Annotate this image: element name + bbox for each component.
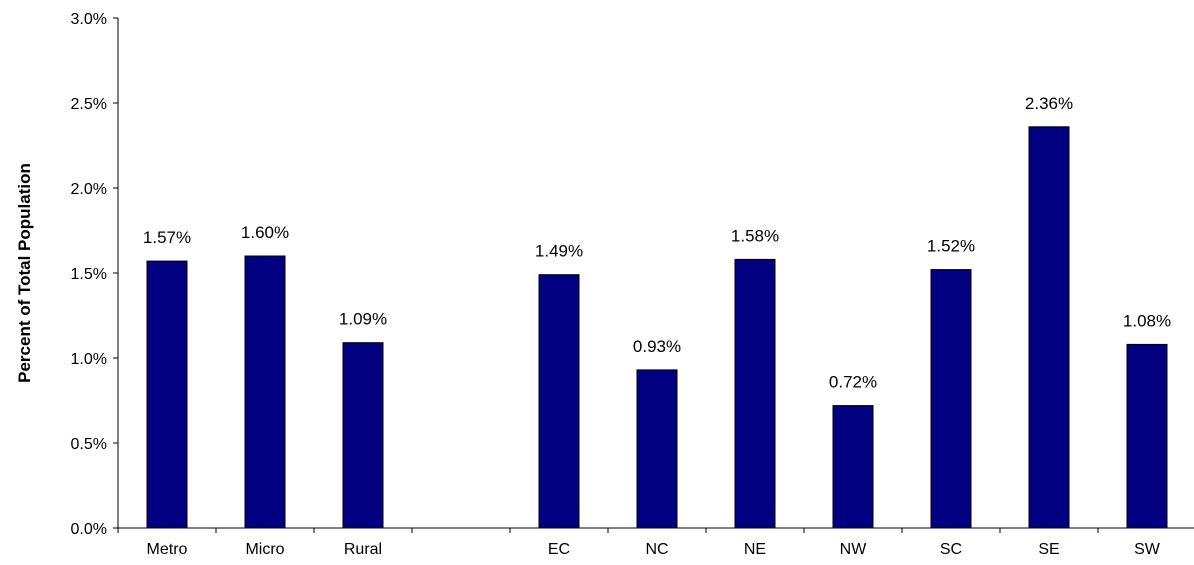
data-label: 0.93% bbox=[633, 337, 681, 356]
x-tick-label: Metro bbox=[147, 541, 188, 558]
data-label: 1.57% bbox=[143, 228, 191, 247]
y-tick-label: 1.5% bbox=[71, 266, 107, 283]
y-tick-label: 0.0% bbox=[71, 521, 107, 538]
x-tick-label: SE bbox=[1038, 541, 1059, 558]
data-label: 1.58% bbox=[731, 226, 779, 245]
bar bbox=[1028, 126, 1070, 529]
data-label: 1.08% bbox=[1123, 311, 1171, 330]
bar bbox=[244, 255, 286, 529]
y-tick-label: 1.0% bbox=[71, 351, 107, 368]
x-tick-labels: Metro Micro Rural EC NC NE NW SC SE SW bbox=[147, 541, 1161, 558]
bars bbox=[146, 126, 1168, 529]
bar bbox=[734, 258, 776, 529]
y-tick-label: 0.5% bbox=[71, 436, 107, 453]
bar bbox=[1126, 343, 1168, 529]
y-axis-title: Percent of Total Population bbox=[15, 163, 34, 383]
bar bbox=[832, 405, 874, 529]
y-tick-labels: 0.0% 0.5% 1.0% 1.5% 2.0% 2.5% 3.0% bbox=[71, 11, 107, 538]
data-labels: 1.57% 1.60% 1.09% 1.49% 0.93% 1.58% 0.72% 1.52%… bbox=[143, 94, 1171, 392]
x-tick-label: NW bbox=[840, 541, 868, 558]
x-tick-label: Rural bbox=[344, 541, 382, 558]
y-tick-label: 2.5% bbox=[71, 96, 107, 113]
x-tick-label: SW bbox=[1134, 541, 1161, 558]
data-label: 1.52% bbox=[927, 237, 975, 256]
x-tick-label: NE bbox=[744, 541, 766, 558]
x-tick-label: Micro bbox=[245, 541, 284, 558]
x-tick-label: EC bbox=[548, 541, 570, 558]
x-tick-label: NC bbox=[645, 541, 668, 558]
data-label: 1.09% bbox=[339, 310, 387, 329]
bar bbox=[342, 342, 384, 529]
data-label: 1.49% bbox=[535, 242, 583, 261]
bar bbox=[636, 369, 678, 529]
y-tick-label: 3.0% bbox=[71, 11, 107, 28]
bar bbox=[146, 260, 188, 529]
data-label: 2.36% bbox=[1025, 94, 1073, 113]
data-label: 0.72% bbox=[829, 373, 877, 392]
x-tick-label: SC bbox=[940, 541, 962, 558]
bar bbox=[538, 274, 580, 529]
y-tick-label: 2.0% bbox=[71, 181, 107, 198]
bar bbox=[930, 269, 972, 529]
data-label: 1.60% bbox=[241, 223, 289, 242]
